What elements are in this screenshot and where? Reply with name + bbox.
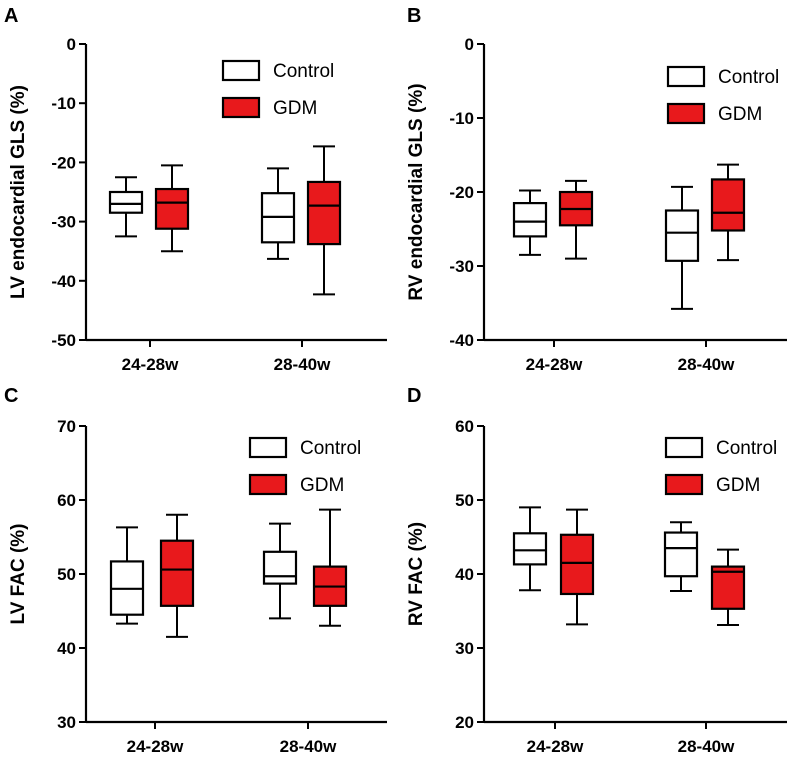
box-control-24-28w bbox=[109, 526, 145, 625]
box-iqr bbox=[512, 532, 548, 566]
box-control-24-28w bbox=[512, 506, 548, 592]
y-axis-title: LV endocardial GLS (%) bbox=[8, 85, 29, 299]
y-tick-label: -20 bbox=[449, 183, 474, 202]
legend-swatch-gdm bbox=[666, 102, 706, 125]
panel-letter: D bbox=[407, 385, 421, 407]
legend-label-control: Control bbox=[273, 61, 334, 82]
legend-label-control: Control bbox=[718, 67, 779, 88]
box-control-28-40w bbox=[664, 185, 700, 310]
y-tick-label: 60 bbox=[455, 417, 474, 436]
x-tick-label: 28-40w bbox=[274, 355, 331, 374]
panel-letter: B bbox=[407, 5, 421, 27]
panel-a: A 0 -10 -20 -30 -40 -50 24-28w 28-40w LV endocard… bbox=[4, 5, 387, 374]
y-tick-label: -30 bbox=[51, 213, 76, 232]
y-tick-label: 0 bbox=[67, 35, 76, 54]
panel-c: C 30 40 50 60 70 24-28w 28-40w LV FAC (%) Control… bbox=[4, 385, 387, 756]
box-iqr bbox=[664, 209, 700, 262]
x-tick-label: 24-28w bbox=[526, 355, 583, 374]
panel-letter: A bbox=[4, 5, 18, 27]
x-tick-label: 28-40w bbox=[280, 737, 337, 756]
box-gdm-28-40w bbox=[710, 163, 746, 262]
box-control-24-28w bbox=[108, 176, 144, 238]
box-gdm-28-40w bbox=[710, 548, 746, 627]
panel-d: D 20 30 40 50 60 24-28w 28-40w RV FAC (%) Control… bbox=[406, 385, 787, 756]
box-gdm-24-28w bbox=[559, 508, 595, 626]
y-tick-label: 0 bbox=[465, 35, 474, 54]
legend-swatch-gdm bbox=[248, 473, 288, 496]
legend-swatch-gdm bbox=[664, 473, 704, 496]
y-tick-label: -10 bbox=[51, 94, 76, 113]
y-tick-label: 30 bbox=[57, 713, 76, 732]
legend-label-gdm: GDM bbox=[716, 475, 760, 496]
legend-label-control: Control bbox=[716, 438, 777, 459]
legend: Control GDM bbox=[666, 65, 779, 125]
y-axis-title: LV FAC (%) bbox=[8, 524, 29, 625]
legend: Control GDM bbox=[664, 436, 777, 496]
y-tick-label: -40 bbox=[51, 272, 76, 291]
box-iqr bbox=[306, 180, 342, 246]
legend-label-gdm: GDM bbox=[300, 475, 344, 496]
y-tick-label: 30 bbox=[455, 639, 474, 658]
box-control-24-28w bbox=[512, 189, 548, 256]
box-iqr bbox=[512, 202, 548, 238]
box-control-28-40w bbox=[663, 521, 699, 593]
box-iqr bbox=[108, 190, 144, 214]
y-tick-label: -10 bbox=[449, 109, 474, 128]
y-tick-label: 60 bbox=[57, 491, 76, 510]
box-iqr bbox=[154, 187, 190, 230]
y-tick-label: -50 bbox=[51, 331, 76, 350]
panel-b: B 0 -10 -20 -30 -40 24-28w 28-40w RV endocardial… bbox=[406, 5, 787, 374]
box-iqr bbox=[663, 531, 699, 578]
box-gdm-28-40w bbox=[312, 508, 348, 627]
panel-letter: C bbox=[4, 385, 18, 407]
x-tick-label: 24-28w bbox=[122, 355, 179, 374]
y-tick-label: -40 bbox=[449, 331, 474, 350]
box-iqr bbox=[159, 539, 195, 607]
y-tick-label: 40 bbox=[455, 565, 474, 584]
y-tick-label: 50 bbox=[57, 565, 76, 584]
y-tick-label: 40 bbox=[57, 639, 76, 658]
box-iqr bbox=[710, 178, 746, 232]
box-gdm-24-28w bbox=[159, 513, 195, 638]
box-iqr bbox=[710, 565, 746, 610]
legend-swatch-control bbox=[664, 436, 704, 459]
legend: Control GDM bbox=[221, 59, 334, 119]
box-control-28-40w bbox=[260, 167, 296, 260]
box-gdm-28-40w bbox=[306, 145, 342, 296]
box-control-28-40w bbox=[262, 522, 298, 620]
legend-swatch-gdm bbox=[221, 96, 261, 119]
y-axis-title: RV endocardial GLS (%) bbox=[406, 83, 427, 300]
x-tick-label: 28-40w bbox=[678, 737, 735, 756]
y-axis-title: RV FAC (%) bbox=[406, 522, 427, 626]
legend-label-gdm: GDM bbox=[718, 104, 762, 125]
x-tick-label: 28-40w bbox=[678, 355, 735, 374]
y-tick-label: 20 bbox=[455, 713, 474, 732]
legend-label-gdm: GDM bbox=[273, 98, 317, 119]
x-tick-label: 24-28w bbox=[127, 737, 184, 756]
legend-swatch-control bbox=[666, 65, 706, 88]
box-gdm-24-28w bbox=[154, 164, 190, 253]
y-tick-label: 70 bbox=[57, 417, 76, 436]
legend-swatch-control bbox=[248, 436, 288, 459]
y-tick-label: -20 bbox=[51, 153, 76, 172]
box-iqr bbox=[262, 550, 298, 585]
y-tick-label: 50 bbox=[455, 491, 474, 510]
box-gdm-24-28w bbox=[558, 179, 594, 260]
box-iqr bbox=[559, 533, 595, 596]
y-tick-label: -30 bbox=[449, 257, 474, 276]
legend-label-control: Control bbox=[300, 438, 361, 459]
legend-swatch-control bbox=[221, 59, 261, 82]
legend: Control GDM bbox=[248, 436, 361, 496]
x-tick-label: 24-28w bbox=[527, 737, 584, 756]
